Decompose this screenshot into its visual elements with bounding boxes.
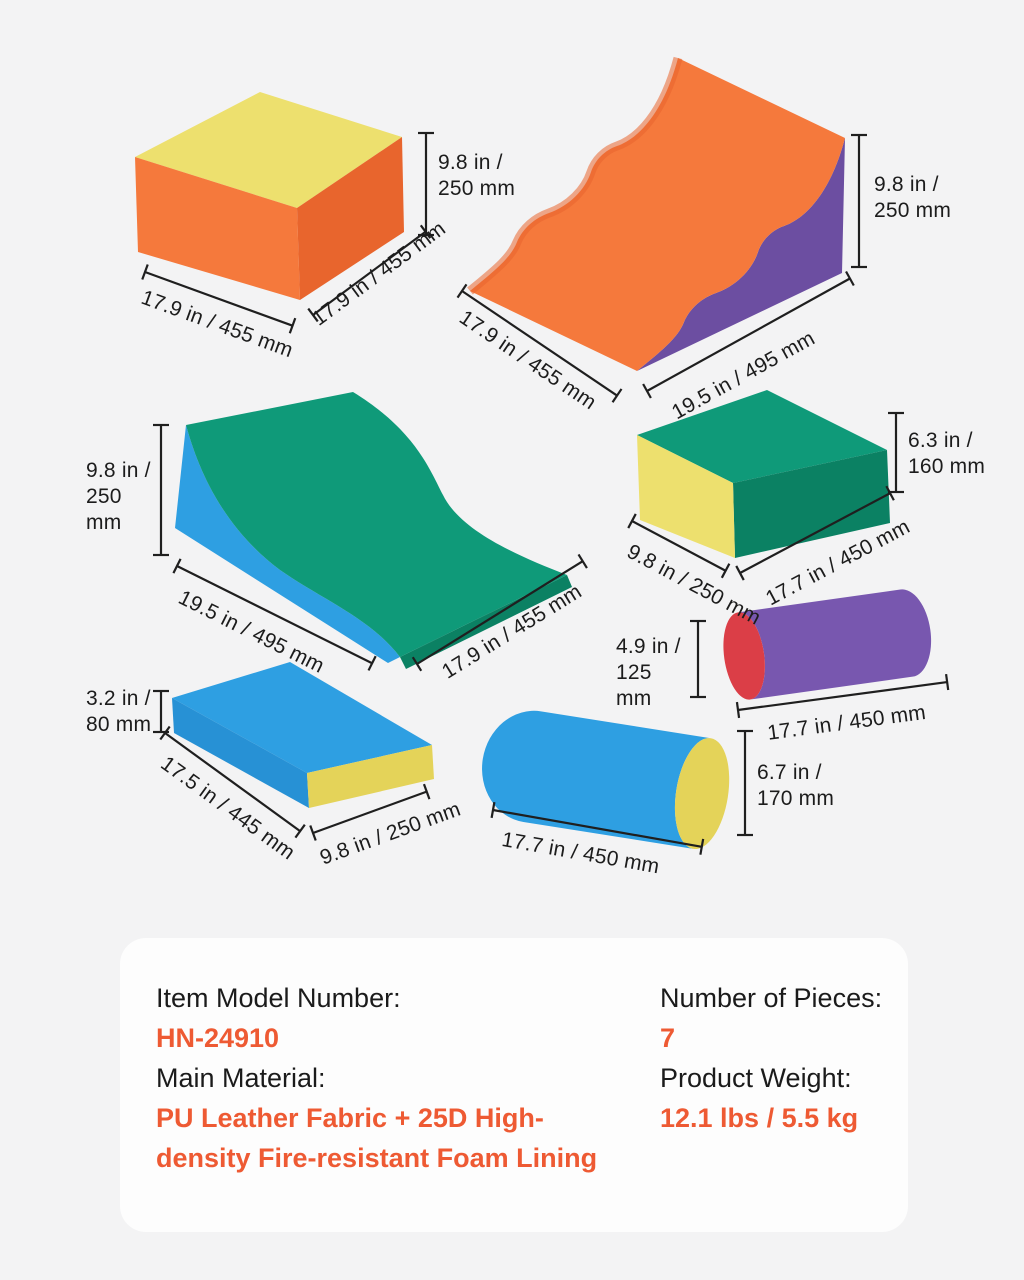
slide-height-label: 9.8 in / 250 mm: [86, 459, 151, 534]
block-height-dim-line: [888, 411, 904, 494]
flat-block-height-label: 3.2 in / 80 mm: [86, 687, 152, 736]
model-number-value: HN-24910: [156, 1023, 280, 1053]
blue-cylinder-diameter-dim-line: [737, 729, 753, 837]
purple-cylinder-diameter-label: 4.9 in / 125 mm: [616, 635, 681, 710]
wave-depth-dim-line: [642, 270, 855, 399]
wave-top-face: [470, 58, 845, 371]
wave-height-label: 9.8 in / 250 mm: [874, 173, 952, 222]
flat-block-height-dim-line: [153, 689, 169, 734]
cube-front-left-face: [135, 157, 300, 300]
wave-side-face: [637, 138, 845, 371]
block-front-face: [733, 450, 890, 558]
spec-card-left-column: Item Model Number: HN-24910 Main Materia…: [156, 978, 626, 1178]
slide-width-dim-line: [411, 553, 588, 672]
cube-height-label: 9.8 in / 250 mm: [438, 151, 516, 200]
pieces-count-value: 7: [660, 1023, 676, 1053]
blue-cylinder-end: [674, 738, 730, 850]
flat-block-front-face: [172, 698, 309, 808]
blue-cylinder-length-dim-line: [490, 801, 705, 855]
flat-block-depth-dim-line: [309, 783, 431, 841]
material-label: Main Material:: [156, 1063, 326, 1093]
weight-label: Product Weight:: [660, 1063, 852, 1093]
foam-cylinder-purple: [723, 589, 932, 700]
cube-top-face: [135, 92, 402, 208]
foam-flat-block: [172, 662, 434, 808]
block-depth-dim-line: [735, 485, 895, 581]
flat-block-width-dim-line: [159, 725, 306, 839]
spec-card-right-column: Number of Pieces: 7 Product Weight: 12.1…: [660, 978, 890, 1138]
block-top-face: [637, 390, 887, 483]
block-end-face: [637, 435, 735, 558]
wave-width-dim-line: [456, 283, 623, 403]
flat-block-top-face: [172, 662, 432, 773]
cube-front-right-face: [297, 137, 404, 300]
blue-cylinder-body: [482, 710, 711, 849]
flat-block-end-face: [307, 745, 434, 808]
cube-depth-dim-line: [307, 224, 432, 323]
slide-depth-dim-line: [172, 558, 377, 671]
slide-height-dim-line: [153, 423, 169, 557]
model-number-label: Item Model Number:: [156, 983, 401, 1013]
cube-width-dim-line: [141, 264, 297, 334]
purple-cylinder-diameter-dim-line: [690, 619, 706, 699]
block-width-dim-line: [627, 513, 731, 579]
spec-card: Item Model Number: HN-24910 Main Materia…: [120, 938, 908, 1232]
purple-cylinder-length-dim-line: [735, 674, 950, 719]
block-height-label: 6.3 in / 160 mm: [908, 429, 986, 478]
foam-wave-climber: [467, 56, 845, 371]
material-value: PU Leather Fabric + 25D High-density Fir…: [156, 1103, 598, 1173]
foam-cylinder-blue: [482, 710, 730, 850]
purple-cylinder-body: [738, 589, 932, 700]
slide-side-face: [175, 425, 400, 663]
slide-top-face: [186, 392, 567, 657]
purple-cylinder-end: [723, 612, 765, 700]
weight-value: 12.1 lbs / 5.5 kg: [660, 1103, 859, 1133]
foam-cube: [135, 92, 404, 300]
wave-left-edge-shade: [467, 56, 683, 295]
pieces-count-label: Number of Pieces:: [660, 983, 883, 1013]
blue-cylinder-diameter-label: 6.7 in / 170 mm: [757, 761, 835, 810]
wave-height-dim-line: [851, 133, 867, 269]
foam-rectangle-block: [637, 390, 890, 558]
